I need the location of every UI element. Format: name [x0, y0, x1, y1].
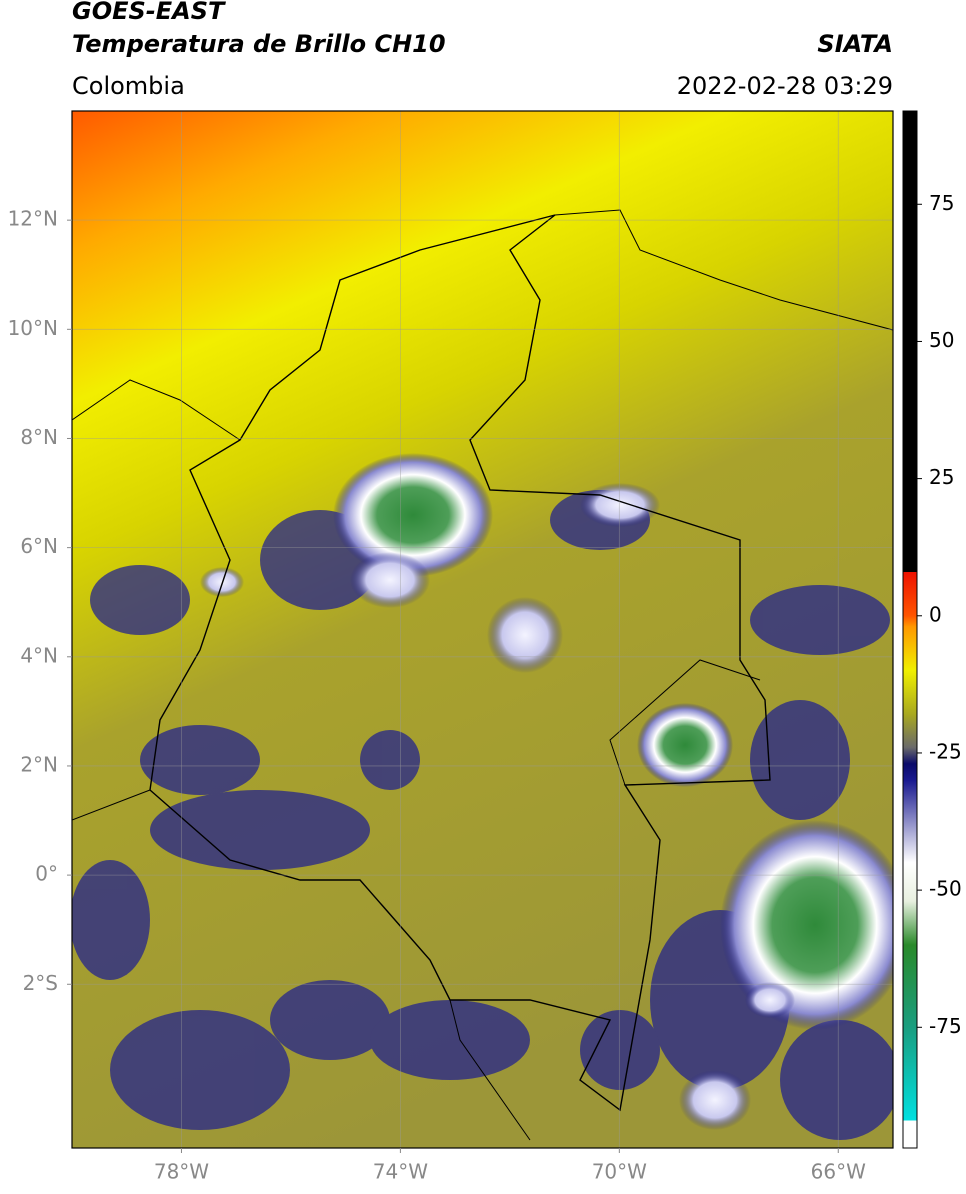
x-tick-label: 74°W	[373, 1160, 428, 1184]
source: SIATA	[817, 30, 893, 58]
y-tick-label: 0°	[35, 862, 58, 886]
y-tick-label: 2°N	[20, 752, 58, 776]
colorbar-tick-label: 75	[929, 191, 954, 215]
datetime: 2022-02-28 03:29	[677, 72, 893, 100]
map-frame	[71, 110, 894, 1149]
x-tick-label: 66°W	[811, 1160, 866, 1184]
y-tick-label: 2°S	[23, 971, 58, 995]
colorbar-tick-label: 50	[929, 328, 954, 352]
colorbar-tick-label: -50	[929, 877, 962, 901]
colorbar-tick-label: 25	[929, 465, 954, 489]
y-tick-label: 8°N	[20, 425, 58, 449]
x-tick-label: 78°W	[154, 1160, 209, 1184]
y-tick-label: 6°N	[20, 534, 58, 558]
subtitle: Temperatura de Brillo CH10	[72, 30, 446, 58]
title: GOES-EAST	[72, 0, 226, 25]
satellite-image	[72, 111, 893, 1148]
colorbar-tick-label: -25	[929, 739, 962, 763]
colorbar-tick-label: -75	[929, 1014, 962, 1038]
colorbar	[902, 110, 918, 1149]
colorbar-tick-label: 0	[929, 602, 942, 626]
grid	[72, 111, 893, 1148]
y-tick-label: 10°N	[8, 316, 58, 340]
y-tick-label: 4°N	[20, 643, 58, 667]
region: Colombia	[72, 72, 185, 100]
y-tick-label: 12°N	[8, 207, 58, 231]
x-tick-label: 70°W	[592, 1160, 647, 1184]
